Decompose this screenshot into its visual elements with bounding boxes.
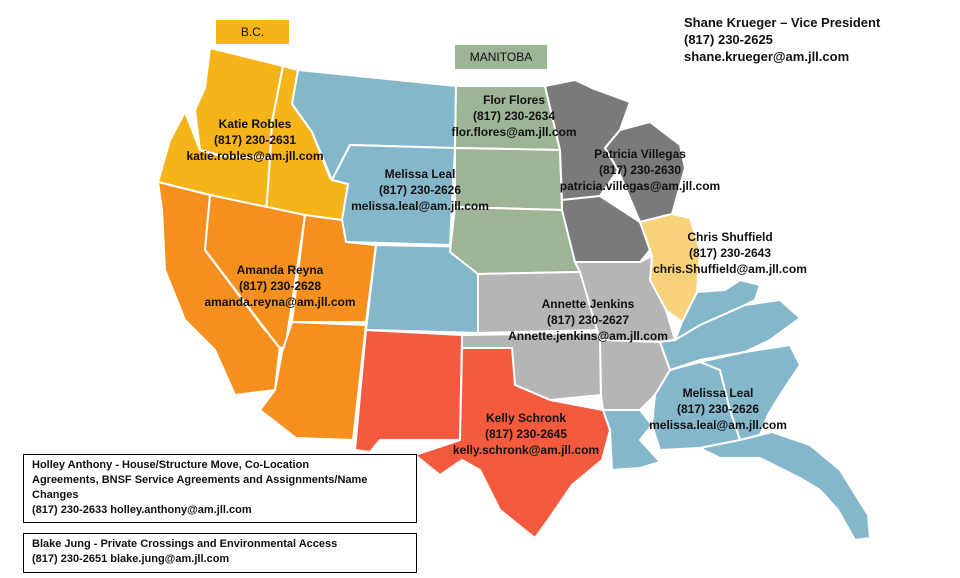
missouri-state [574,255,676,343]
texas-state [414,347,611,539]
contact-phone: (817) 230-2634 [472,109,556,123]
contact-email[interactable]: katie.robles@am.jll.com [186,149,324,163]
note-contact-line: (817) 230-2633 holley.anthony@am.jll.com [32,504,252,516]
contact-phone: (817) 230-2626 [378,183,462,197]
contact-email[interactable]: Annette.jenkins@am.jll.com [508,329,668,343]
contact-name: Chris Shuffield [687,230,773,244]
contact-phone: (817) 230-2631 [213,133,297,147]
contact-phone: (817) 230-2628 [238,279,322,293]
region-label-chris-shuffield: Chris Shuffield (817) 230-2643 chris.Shu… [630,229,830,277]
region-label-flor-flores: Flor Flores (817) 230-2634 flor.flores@a… [424,92,604,140]
florida-state [699,431,871,541]
nevada-state [204,194,306,351]
contact-name: Melissa Leal [682,386,754,400]
vp-title: Shane Krueger – Vice President [684,15,881,30]
note-line: Agreements, BNSF Service Agreements and … [32,474,368,486]
note-line: Blake Jung - Private Crossings and Envir… [32,538,338,550]
contact-phone: (817) 230-2626 [676,402,760,416]
vice-president-contact: Shane Krueger – Vice President (817) 230… [684,14,880,65]
contact-email[interactable]: amanda.reyna@am.jll.com [204,295,356,309]
contact-email[interactable]: patricia.villegas@am.jll.com [559,179,721,193]
iowa-state [561,195,651,263]
contact-name: Patricia Villegas [594,147,686,161]
contact-email[interactable]: chris.Shuffield@am.jll.com [653,262,807,276]
region-label-kelly-schronk: Kelly Schronk (817) 230-2645 kelly.schro… [436,410,616,458]
contact-phone: (817) 230-2645 [484,427,568,441]
region-label-katie-robles: Katie Robles (817) 230-2631 katie.robles… [160,116,350,164]
region-label-amanda-reyna: Amanda Reyna (817) 230-2628 amanda.reyna… [180,262,380,310]
appalachian-region [674,279,761,341]
contact-name: Annette Jenkins [541,297,635,311]
new-mexico-state [354,329,463,453]
region-label-annette-jenkins: Annette Jenkins (817) 230-2627 Annette.j… [488,296,688,344]
contact-name: Kelly Schronk [485,411,567,425]
region-label-melissa-leal-southeast: Melissa Leal (817) 230-2626 melissa.leal… [623,385,813,433]
contact-phone: (817) 230-2630 [598,163,682,177]
contact-email[interactable]: melissa.leal@am.jll.com [649,418,787,432]
note-box-holley-anthony: Holley Anthony - House/Structure Move, C… [23,454,417,523]
louisiana-state [602,409,661,471]
nebraska-state [449,206,581,275]
contact-name: Melissa Leal [384,167,456,181]
contact-phone: (817) 230-2627 [546,313,630,327]
region-label-patricia-villegas: Patricia Villegas (817) 230-2630 patrici… [550,146,730,194]
contact-email[interactable]: flor.flores@am.jll.com [451,125,577,139]
note-line: Changes [32,489,79,501]
note-box-blake-jung: Blake Jung - Private Crossings and Envir… [23,533,417,573]
note-contact-line: (817) 230-2651 blake.jung@am.jll.com [32,553,230,565]
contact-name: Katie Robles [218,117,292,131]
region-label-melissa-leal-mountain: Melissa Leal (817) 230-2626 melissa.leal… [325,166,515,214]
contact-phone: (817) 230-2643 [688,246,772,260]
bc-province-tag: B.C. [216,20,289,44]
vp-email[interactable]: shane.krueger@am.jll.com [684,49,850,64]
vp-phone: (817) 230-2625 [684,32,773,47]
georgia-carolina-region [699,344,801,441]
manitoba-province-tag: MANITOBA [455,45,547,69]
contact-name: Flor Flores [482,93,545,107]
contact-name: Amanda Reyna [236,263,324,277]
contact-email[interactable]: kelly.schronk@am.jll.com [452,443,600,457]
contact-email[interactable]: melissa.leal@am.jll.com [351,199,489,213]
note-line: Holley Anthony - House/Structure Move, C… [32,459,310,471]
